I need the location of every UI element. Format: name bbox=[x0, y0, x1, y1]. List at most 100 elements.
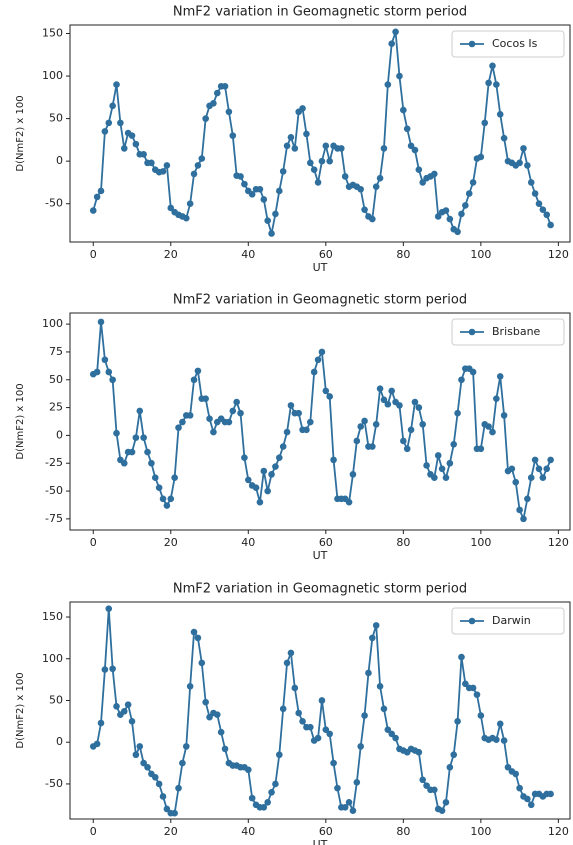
chart-title: NmF2 variation in Geomagnetic storm peri… bbox=[173, 582, 467, 597]
marker bbox=[462, 680, 469, 688]
x-tick-label: 120 bbox=[548, 536, 569, 549]
x-tick-label: 0 bbox=[90, 825, 97, 838]
marker bbox=[516, 506, 523, 514]
marker bbox=[163, 805, 171, 813]
marker bbox=[113, 429, 120, 437]
marker bbox=[151, 474, 159, 481]
marker bbox=[190, 170, 198, 178]
marker bbox=[283, 142, 291, 150]
marker bbox=[109, 665, 116, 673]
y-tick-label: -50 bbox=[45, 484, 63, 497]
marker bbox=[159, 168, 167, 175]
marker bbox=[101, 128, 109, 135]
y-axis-label: D(NmF2) x 100 bbox=[15, 672, 26, 748]
y-axis-label: D(NmF2) x 100 bbox=[15, 95, 26, 171]
marker bbox=[450, 751, 458, 759]
marker bbox=[105, 368, 113, 376]
marker bbox=[493, 81, 500, 88]
marker bbox=[434, 213, 442, 220]
marker bbox=[144, 763, 151, 771]
marker bbox=[272, 780, 279, 788]
marker bbox=[338, 145, 345, 152]
marker bbox=[539, 474, 547, 481]
x-tick-label: 120 bbox=[548, 248, 569, 261]
marker bbox=[310, 368, 318, 376]
marker bbox=[148, 159, 155, 167]
marker bbox=[105, 605, 113, 612]
marker bbox=[213, 89, 221, 97]
marker bbox=[167, 204, 175, 212]
marker bbox=[334, 784, 341, 792]
marker bbox=[349, 807, 357, 814]
marker bbox=[260, 467, 268, 475]
marker bbox=[241, 180, 248, 188]
x-tick-label: 20 bbox=[164, 825, 178, 838]
x-tick-label: 40 bbox=[241, 536, 255, 549]
marker bbox=[237, 173, 244, 180]
plot-frame bbox=[69, 24, 571, 243]
marker bbox=[120, 145, 128, 152]
marker bbox=[442, 799, 450, 806]
marker bbox=[330, 456, 337, 464]
marker bbox=[477, 153, 485, 161]
x-tick-label: 60 bbox=[319, 248, 333, 261]
marker bbox=[186, 682, 194, 690]
marker bbox=[194, 367, 202, 375]
marker bbox=[477, 445, 485, 453]
marker bbox=[341, 804, 349, 811]
y-tick-label: -50 bbox=[45, 197, 63, 210]
marker bbox=[136, 743, 144, 750]
marker bbox=[520, 145, 527, 152]
marker bbox=[303, 130, 310, 138]
marker bbox=[260, 196, 268, 203]
marker bbox=[225, 108, 233, 116]
marker bbox=[380, 396, 388, 404]
chart-title: NmF2 variation in Geomagnetic storm peri… bbox=[173, 293, 467, 308]
marker bbox=[493, 736, 500, 744]
marker bbox=[531, 190, 539, 197]
marker bbox=[392, 734, 399, 742]
marker bbox=[97, 719, 105, 727]
y-tick-label: 50 bbox=[49, 373, 63, 386]
x-tick-label: 60 bbox=[319, 825, 333, 838]
marker bbox=[140, 434, 147, 441]
x-tick-label: 80 bbox=[396, 536, 410, 549]
marker bbox=[504, 763, 512, 771]
marker bbox=[372, 183, 380, 190]
legend-marker bbox=[468, 328, 476, 336]
marker bbox=[547, 221, 554, 229]
marker bbox=[345, 498, 353, 506]
x-tick-label: 20 bbox=[164, 248, 178, 261]
marker bbox=[303, 426, 310, 434]
legend-box bbox=[451, 30, 565, 58]
marker bbox=[415, 748, 423, 756]
marker bbox=[264, 799, 271, 806]
y-tick-label: 100 bbox=[42, 317, 63, 330]
plot-frame bbox=[69, 312, 571, 531]
marker bbox=[469, 179, 477, 186]
marker bbox=[190, 376, 198, 384]
chart-title: NmF2 variation in Geomagnetic storm peri… bbox=[173, 5, 467, 20]
marker bbox=[198, 659, 206, 667]
marker bbox=[159, 793, 167, 800]
marker bbox=[132, 140, 140, 148]
marker bbox=[419, 776, 427, 784]
marker bbox=[496, 373, 504, 380]
marker bbox=[527, 474, 535, 481]
marker bbox=[202, 115, 209, 122]
marker bbox=[279, 705, 287, 713]
marker bbox=[326, 730, 333, 738]
marker bbox=[392, 28, 399, 36]
marker bbox=[287, 134, 295, 141]
marker bbox=[89, 207, 97, 214]
x-axis-label: UT bbox=[313, 549, 328, 562]
marker bbox=[543, 465, 551, 473]
marker bbox=[326, 157, 333, 165]
marker bbox=[396, 402, 403, 409]
marker bbox=[388, 730, 396, 738]
marker bbox=[349, 471, 357, 478]
x-tick-label: 40 bbox=[241, 825, 255, 838]
marker bbox=[407, 142, 415, 150]
marker bbox=[128, 448, 136, 456]
marker bbox=[318, 348, 326, 356]
